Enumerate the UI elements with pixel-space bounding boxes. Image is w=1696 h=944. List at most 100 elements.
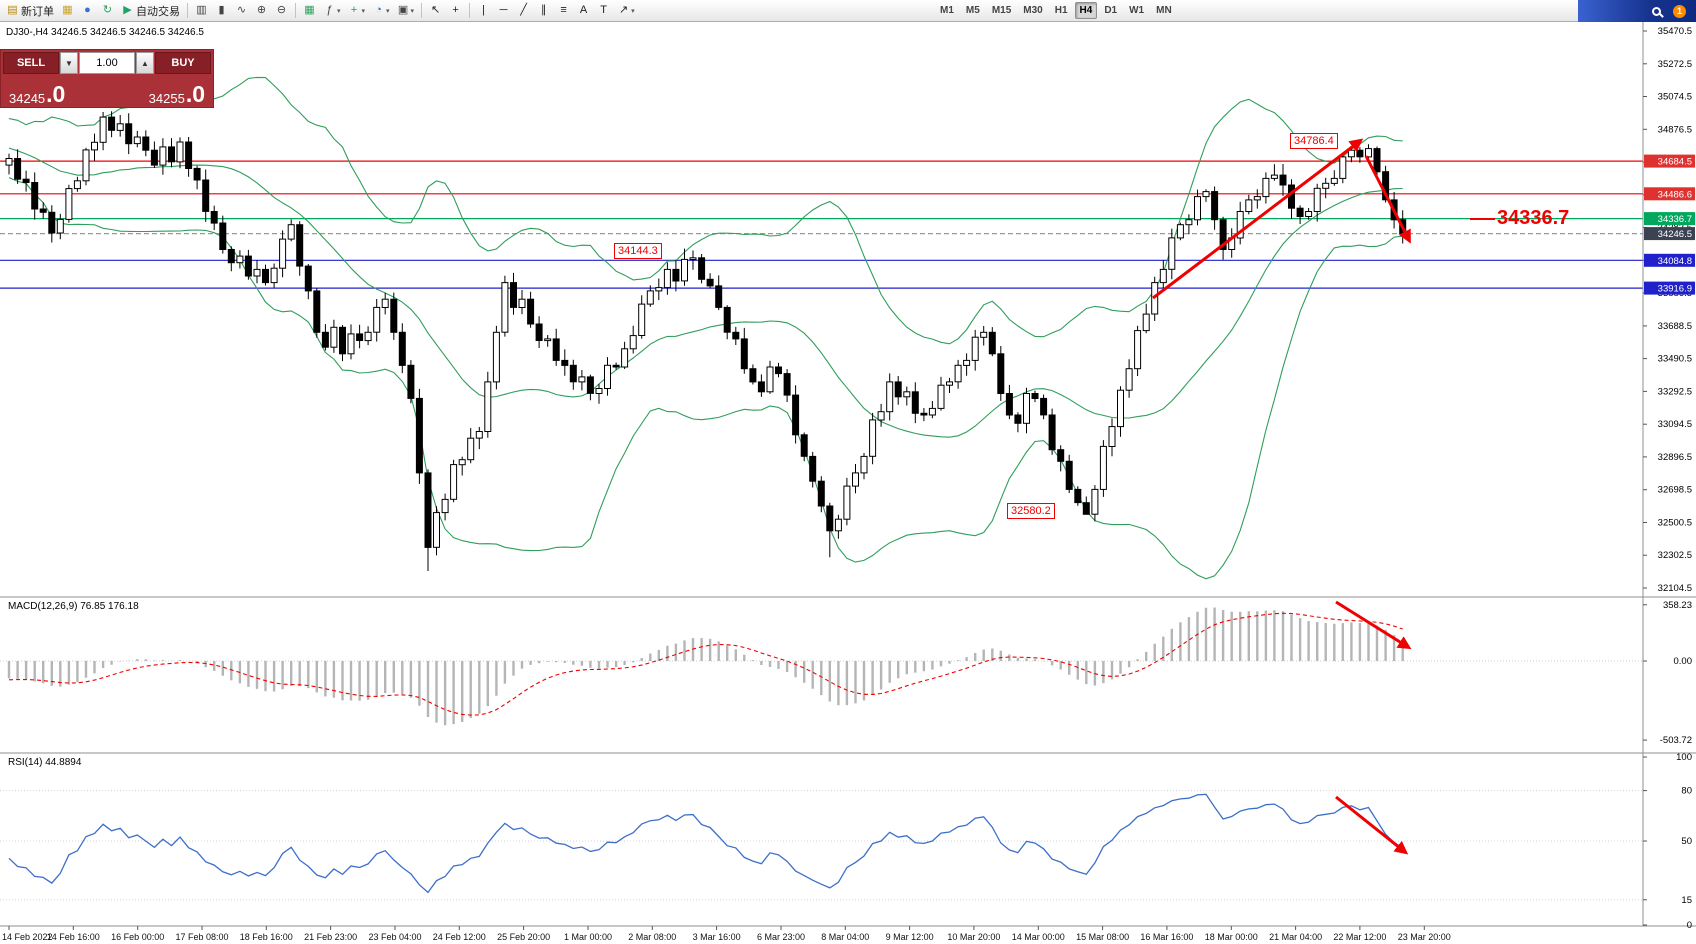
order-ticket-icon: ▤	[7, 4, 18, 16]
svg-text:14 Feb 2022: 14 Feb 2022	[2, 932, 53, 942]
line-chart-button[interactable]: ∿	[232, 2, 251, 20]
svg-text:34246.5: 34246.5	[1658, 229, 1692, 240]
label-icon: T	[600, 4, 607, 16]
text-button[interactable]: A	[574, 2, 593, 20]
notification-badge[interactable]: 1	[1673, 4, 1686, 18]
macd-indicator	[0, 607, 1643, 726]
svg-text:80: 80	[1681, 786, 1692, 797]
refresh-button[interactable]: ↻	[98, 2, 117, 20]
trade-panel-controls: SELL ▼ 1.00 ▲ BUY	[3, 52, 211, 74]
timeframe-d1-button[interactable]: D1	[1104, 5, 1118, 16]
pane-separators[interactable]	[0, 22, 1696, 927]
template-icon: ▣	[397, 4, 409, 16]
horizontal-line-button[interactable]: ─	[494, 2, 513, 20]
caret-down-icon: ▾	[361, 7, 366, 15]
indicators-button[interactable]: ƒ ▾	[320, 2, 344, 20]
svg-text:34876.5: 34876.5	[1658, 124, 1692, 135]
label-button[interactable]: T	[594, 2, 613, 20]
toolbar-separator	[469, 3, 471, 18]
svg-text:32698.5: 32698.5	[1658, 485, 1692, 496]
caret-down-icon: ▾	[410, 7, 415, 15]
cursor-button[interactable]: ↖	[426, 2, 445, 20]
svg-text:358.23: 358.23	[1663, 600, 1692, 611]
zoom-in-button[interactable]: ⊕	[252, 2, 271, 20]
tile-windows-button[interactable]: ▦	[300, 2, 319, 20]
sell-price[interactable]: 34245.0	[9, 81, 66, 108]
svg-text:32302.5: 32302.5	[1658, 550, 1692, 561]
periods-button[interactable]: ◔ ▾	[369, 2, 393, 20]
profiles-icon: ●	[84, 4, 91, 16]
volume-decrement-button[interactable]: ▼	[60, 52, 78, 74]
one-click-trading-panel: SELL ▼ 1.00 ▲ BUY 34245.0 34255.0	[0, 49, 214, 108]
crosshair-button[interactable]: +	[446, 2, 465, 20]
timeframe-w1-button[interactable]: W1	[1129, 5, 1145, 16]
caret-up-icon: ▲	[141, 58, 149, 68]
add-indicator-button[interactable]: + ▾	[345, 2, 369, 20]
vertical-line-icon: |	[482, 4, 485, 16]
sell-price-frac: .0	[46, 81, 66, 108]
volume-input[interactable]: 1.00	[79, 52, 135, 74]
svg-text:23 Mar 20:00: 23 Mar 20:00	[1398, 932, 1451, 942]
new-chart-icon: ▦	[62, 4, 73, 16]
timeframe-h4-button[interactable]: H4	[1074, 2, 1098, 19]
horizontal-line-icon: ─	[499, 4, 508, 16]
vertical-line-button[interactable]: |	[474, 2, 493, 20]
timeframe-m5-button[interactable]: M5	[965, 5, 980, 16]
svg-text:33292.5: 33292.5	[1658, 386, 1692, 397]
timeframe-m15-button[interactable]: M15	[991, 5, 1012, 16]
auto-trading-button[interactable]: ▶ 自动交易	[118, 2, 183, 20]
fibonacci-button[interactable]: ≡	[554, 2, 573, 20]
timeframe-m1-button[interactable]: M1	[940, 5, 954, 16]
new-chart-button[interactable]: ▦	[58, 2, 77, 20]
text-icon: A	[579, 4, 588, 16]
candlestick-button[interactable]: ▮	[212, 2, 231, 20]
caret-down-icon: ▾	[386, 7, 390, 15]
templates-button[interactable]: ▣ ▾	[394, 2, 418, 20]
bar-chart-button[interactable]: ▥	[192, 2, 211, 20]
buy-price-frac: .0	[185, 81, 205, 108]
svg-text:16 Feb 00:00: 16 Feb 00:00	[111, 932, 164, 942]
zoom-out-button[interactable]: ⊖	[272, 2, 291, 20]
trend-arrows[interactable]	[1152, 138, 1495, 855]
trendline-icon: ╱	[520, 4, 527, 16]
toolbar-buttons: ▤ 新订单 ▦ ● ↻ ▶ 自动交易 ▥ ▮ ∿ ⊕ ⊖ ▦ ƒ ▾ + ▾ ◔ ▾ ▣ ▾ ↖ + | ─ ╱ ∥ ≡ A T ↗ ▾	[3, 2, 638, 20]
svg-text:9 Mar 12:00: 9 Mar 12:00	[886, 932, 934, 942]
toolbar-separator	[421, 3, 423, 18]
plus-icon: +	[350, 4, 358, 16]
sell-button[interactable]: SELL	[3, 52, 59, 74]
toolbar-separator	[295, 3, 296, 18]
svg-text:33688.5: 33688.5	[1658, 321, 1692, 332]
channel-button[interactable]: ∥	[534, 2, 553, 20]
buy-price[interactable]: 34255.0	[149, 81, 205, 108]
svg-text:21 Feb 23:00: 21 Feb 23:00	[304, 932, 357, 942]
timeframe-h1-button[interactable]: H1	[1054, 5, 1068, 16]
profiles-button[interactable]: ●	[78, 2, 97, 20]
buy-button[interactable]: BUY	[155, 52, 211, 74]
svg-text:14 Mar 00:00: 14 Mar 00:00	[1012, 932, 1065, 942]
svg-text:18 Feb 16:00: 18 Feb 16:00	[240, 932, 293, 942]
trendline-button[interactable]: ╱	[514, 2, 533, 20]
fibonacci-icon: ≡	[560, 4, 567, 16]
crosshair-icon: +	[452, 4, 459, 16]
volume-increment-button[interactable]: ▲	[136, 52, 154, 74]
timeframe-m30-button[interactable]: M30	[1023, 5, 1043, 16]
candlesticks[interactable]	[5, 111, 1407, 571]
search-strip: 1	[1578, 0, 1696, 22]
svg-text:32500.5: 32500.5	[1658, 518, 1692, 529]
arrows-button[interactable]: ↗ ▾	[614, 2, 638, 20]
zoom-out-icon: ⊖	[276, 4, 287, 16]
search-icon[interactable]	[1652, 6, 1661, 16]
svg-text:34486.6: 34486.6	[1658, 189, 1692, 200]
timeframe-mn-button[interactable]: MN	[1156, 5, 1172, 16]
svg-text:17 Feb 08:00: 17 Feb 08:00	[175, 932, 228, 942]
new-order-button[interactable]: ▤ 新订单	[3, 2, 57, 20]
rsi-label: RSI(14) 44.8894	[8, 757, 82, 768]
svg-text:34336.7: 34336.7	[1658, 214, 1692, 225]
svg-text:0.00: 0.00	[1674, 656, 1693, 667]
new-order-button-label: 新订单	[21, 5, 54, 18]
play-icon: ▶	[123, 4, 132, 16]
indicators-icon: ƒ	[326, 4, 333, 16]
line-chart-icon: ∿	[236, 4, 247, 16]
